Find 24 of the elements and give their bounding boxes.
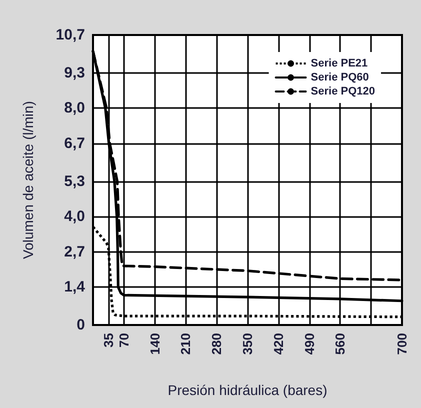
y-tick-label: 9,3: [64, 64, 85, 82]
legend-label: Serie PE21: [310, 58, 368, 70]
x-tick-label: 35: [100, 333, 116, 348]
x-tick-label: 70: [116, 333, 132, 348]
y-tick-label: 1,4: [64, 278, 86, 296]
x-tick-label: 420: [270, 333, 286, 355]
x-tick-label: 350: [240, 333, 255, 355]
y-tick-label: 5,3: [64, 172, 85, 190]
y-tick-label: 10,7: [56, 26, 85, 44]
x-axis-title: Presión hidráulica (bares): [168, 382, 328, 398]
x-tick-label: 490: [302, 333, 317, 355]
legend-label: Serie PQ60: [310, 72, 369, 84]
y-tick-label: 8,0: [64, 100, 85, 117]
y-tick-label: 4,0: [64, 208, 85, 226]
x-tick-label: 280: [209, 333, 224, 355]
x-tick-label: 700: [394, 333, 410, 355]
x-tick-label: 210: [178, 333, 194, 355]
y-tick-label: 6,7: [64, 134, 85, 152]
x-tick-label: 560: [332, 333, 348, 355]
y-tick-label: 0: [76, 316, 85, 334]
legend-label: Serie PQ120: [310, 86, 376, 98]
x-tick-label: 140: [147, 333, 162, 355]
y-tick-label: 2,7: [64, 243, 85, 260]
y-axis-title: Volumen de aceite (l/min): [20, 101, 36, 259]
